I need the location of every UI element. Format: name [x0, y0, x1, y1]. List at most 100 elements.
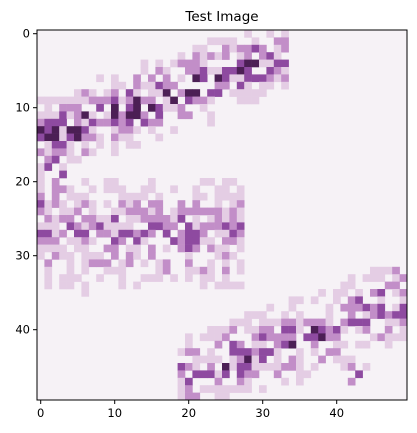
x-tick-label: 10 — [107, 406, 122, 420]
image-pixel — [192, 222, 201, 231]
image-pixel — [59, 111, 67, 120]
image-pixel — [118, 281, 127, 290]
image-pixel — [66, 215, 75, 223]
image-pixel — [59, 281, 67, 290]
image-pixel — [81, 222, 90, 231]
image-pixel — [51, 96, 60, 105]
image-pixel — [81, 89, 90, 97]
image-pixel — [370, 266, 378, 275]
image-pixel — [74, 126, 82, 134]
image-pixel — [111, 237, 119, 245]
image-pixel — [392, 311, 400, 319]
image-pixel — [236, 266, 245, 275]
image-pixel — [162, 266, 171, 275]
image-pixel — [310, 296, 319, 305]
image-pixel — [251, 363, 260, 371]
image-pixel — [355, 326, 363, 334]
image-pixel — [103, 215, 112, 223]
image-pixel — [185, 96, 193, 105]
image-pixel — [236, 207, 245, 216]
image-pixel — [74, 133, 82, 142]
image-pixel — [214, 326, 223, 334]
image-pixel — [37, 207, 45, 216]
image-pixel — [229, 178, 238, 186]
image-pixel — [222, 244, 230, 253]
image-pixel — [281, 318, 289, 327]
image-pixel — [88, 126, 97, 134]
image-pixel — [236, 215, 245, 223]
image-pixel — [51, 118, 60, 127]
image-pixel — [207, 333, 215, 342]
image-pixel — [96, 215, 104, 223]
image-pixel — [118, 126, 127, 134]
image-pixel — [192, 200, 201, 208]
image-pixel — [259, 44, 267, 53]
image-pixel — [118, 274, 127, 282]
image-pixel — [229, 229, 238, 238]
image-pixel — [148, 274, 156, 282]
image-pixel — [355, 296, 363, 305]
image-pixel — [81, 200, 90, 208]
image-pixel — [111, 178, 119, 186]
image-pixel — [148, 229, 156, 238]
image-pixel — [103, 259, 112, 268]
image-pixel — [155, 111, 164, 120]
image-pixel — [384, 281, 393, 290]
image-pixel — [37, 200, 45, 208]
image-pixel — [266, 52, 275, 60]
image-pixel — [236, 340, 245, 349]
image-pixel — [399, 303, 408, 312]
image-pixel — [281, 333, 289, 342]
image-pixel — [185, 252, 193, 260]
image-pixel — [81, 266, 90, 275]
image-pixel — [51, 148, 60, 157]
image-pixel — [199, 44, 208, 53]
image-pixel — [281, 67, 289, 75]
image-pixel — [266, 303, 275, 312]
image-pixel — [185, 207, 193, 216]
image-pixel — [133, 126, 141, 134]
image-pixel — [74, 118, 82, 127]
x-tick-label: 40 — [329, 406, 344, 420]
image-pixel — [170, 96, 178, 105]
image-pixel — [244, 59, 252, 68]
image-pixel — [214, 81, 223, 90]
image-pixel — [192, 237, 201, 245]
image-pixel — [37, 237, 45, 245]
image-pixel — [111, 141, 119, 149]
image-pixel — [74, 96, 82, 105]
image-pixel — [296, 363, 304, 371]
image-pixel — [362, 311, 371, 319]
image-pixel — [59, 141, 67, 149]
image-pixel — [259, 89, 267, 97]
image-pixel — [244, 377, 252, 386]
image-pixel — [392, 289, 400, 297]
image-pixel — [148, 74, 156, 83]
image-pixel — [118, 266, 127, 275]
image-pixel — [170, 207, 178, 216]
image-pixel — [333, 348, 341, 356]
image-pixel — [222, 392, 230, 401]
image-pixel — [229, 385, 238, 393]
image-pixel — [229, 67, 238, 75]
image-pixel — [362, 318, 371, 327]
image-pixel — [111, 104, 119, 112]
image-pixel — [125, 126, 134, 134]
image-pixel — [214, 355, 223, 364]
image-pixel — [66, 266, 75, 275]
image-pixel — [125, 133, 134, 142]
image-pixel — [37, 170, 45, 179]
image-pixel — [185, 333, 193, 342]
image-pixel — [148, 81, 156, 90]
image-pixel — [273, 59, 282, 68]
image-pixel — [362, 326, 371, 334]
image-pixel — [229, 363, 238, 371]
image-pixel — [140, 81, 149, 90]
image-pixel — [96, 252, 104, 260]
image-pixel — [244, 326, 252, 334]
image-pixel — [111, 96, 119, 105]
image-pixel — [229, 37, 238, 46]
image-pixel — [155, 274, 164, 282]
image-pixel — [155, 81, 164, 90]
image-pixel — [392, 281, 400, 290]
